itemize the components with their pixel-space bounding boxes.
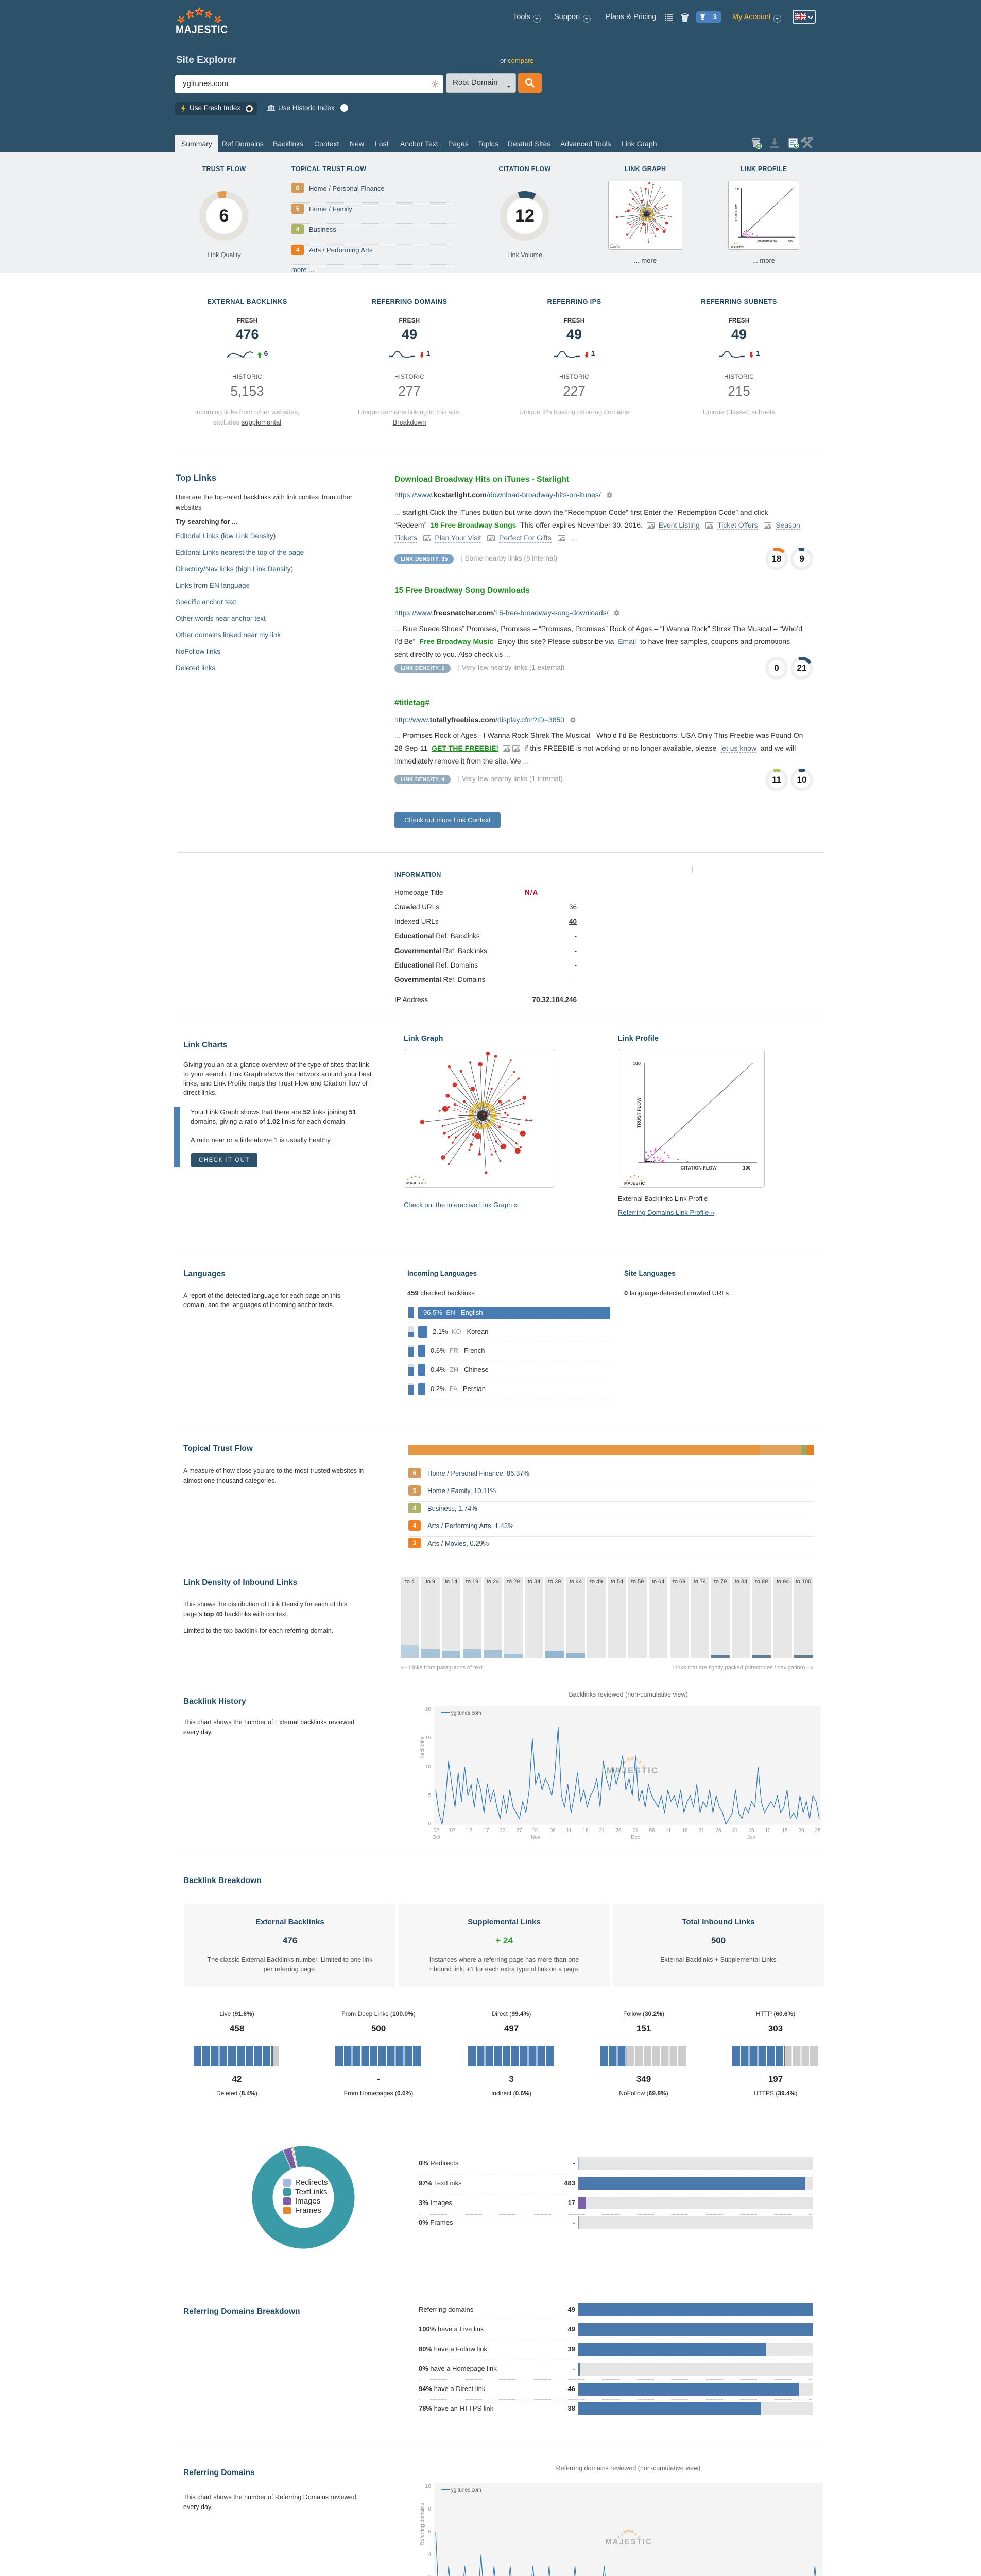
svg-text:100: 100 <box>788 240 793 243</box>
svg-text:100: 100 <box>743 1165 751 1171</box>
svg-text:100: 100 <box>735 188 740 191</box>
svg-text:MAJESTIC: MAJESTIC <box>605 2537 652 2546</box>
svg-text:TRUST FLOW: TRUST FLOW <box>735 204 738 221</box>
svg-text:MAJESTIC: MAJESTIC <box>610 246 620 248</box>
svg-text:MAJESTIC: MAJESTIC <box>624 1181 645 1186</box>
svg-text:MAJESTIC: MAJESTIC <box>731 246 745 249</box>
svg-text:CITATION FLOW: CITATION FLOW <box>757 240 777 243</box>
svg-text:100: 100 <box>633 1061 641 1066</box>
svg-text:TRUST FLOW: TRUST FLOW <box>636 1097 642 1128</box>
svg-text:CITATION FLOW: CITATION FLOW <box>681 1165 717 1171</box>
svg-text:MAJESTIC: MAJESTIC <box>406 1181 426 1185</box>
svg-text:MAJESTIC: MAJESTIC <box>606 1766 659 1775</box>
